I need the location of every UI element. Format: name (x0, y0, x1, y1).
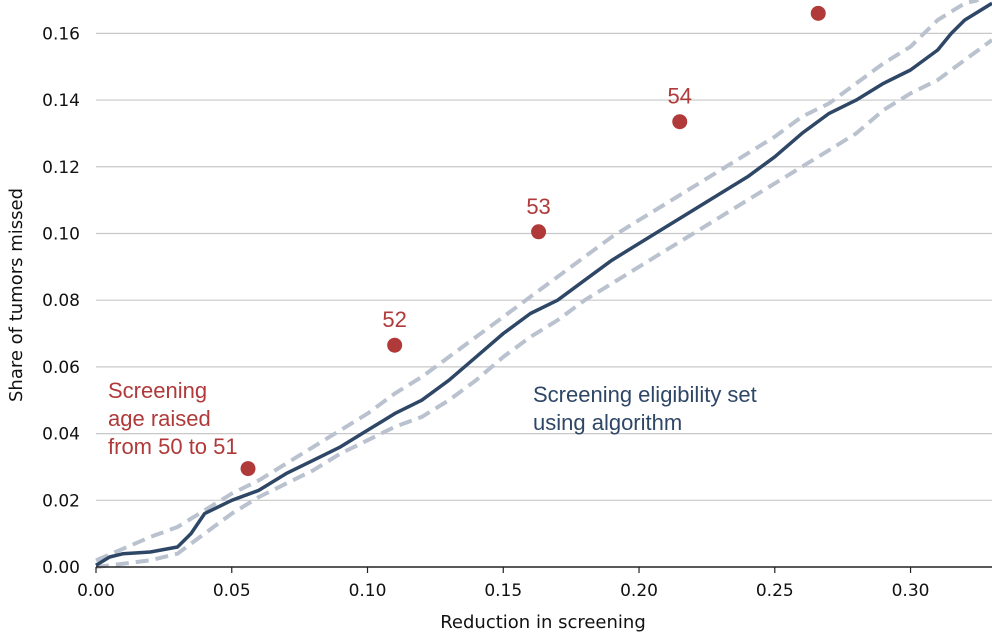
y-tick-label: 0.14 (42, 91, 80, 111)
x-tick-label: 0.15 (484, 581, 522, 601)
age-raised-annotation: Screening age raised from 50 to 51 (108, 378, 238, 459)
age-raised-line-3: from 50 to 51 (108, 434, 238, 459)
x-tick-label: 0.25 (756, 581, 794, 601)
x-tick-label: 0.05 (213, 581, 251, 601)
tick-labels: 0.00 0.02 0.04 0.06 0.08 0.10 0.12 0.14 0.16 0.00… (42, 24, 929, 601)
x-tick-label: 0.30 (892, 581, 930, 601)
age-raised-line-1: Screening (108, 378, 207, 403)
age-point (672, 114, 688, 130)
y-tick-label: 0.12 (42, 158, 80, 178)
x-tick-label: 0.10 (349, 581, 387, 601)
algorithm-annotation: Screening eligibility set using algorith… (533, 382, 763, 435)
y-tick-label: 0.02 (42, 491, 80, 511)
algorithm-annotation-line-1: Screening eligibility set (533, 382, 757, 407)
x-tick-label: 0.20 (620, 581, 658, 601)
age-point-label: 52 (382, 307, 406, 332)
y-tick-label: 0.00 (42, 558, 80, 578)
algorithm-line-layer (95, 1, 992, 567)
y-tick-label: 0.08 (42, 291, 80, 311)
x-tick-label: 0.00 (77, 581, 115, 601)
confidence-band (95, 0, 992, 569)
y-tick-label: 0.16 (42, 24, 80, 44)
y-axis-title: Share of tumors missed (6, 188, 27, 402)
y-tick-label: 0.10 (42, 224, 80, 244)
y-tick-label: 0.06 (42, 358, 80, 378)
age-point (810, 5, 826, 21)
x-axis-title: Reduction in screening (440, 612, 646, 633)
algorithm-line (95, 1, 992, 567)
algorithm-annotation-line-2: using algorithm (533, 410, 682, 435)
age-point (387, 337, 403, 353)
age-point (240, 461, 256, 477)
age-point (531, 224, 547, 240)
age-point-label: 54 (668, 84, 692, 109)
age-point-label: 53 (526, 194, 550, 219)
age-raised-line-2: age raised (108, 406, 211, 431)
y-tick-label: 0.04 (42, 425, 80, 445)
upper-band-line (95, 0, 979, 563)
age-threshold-points: 52535455 (240, 0, 830, 477)
lower-band-line (95, 38, 992, 569)
